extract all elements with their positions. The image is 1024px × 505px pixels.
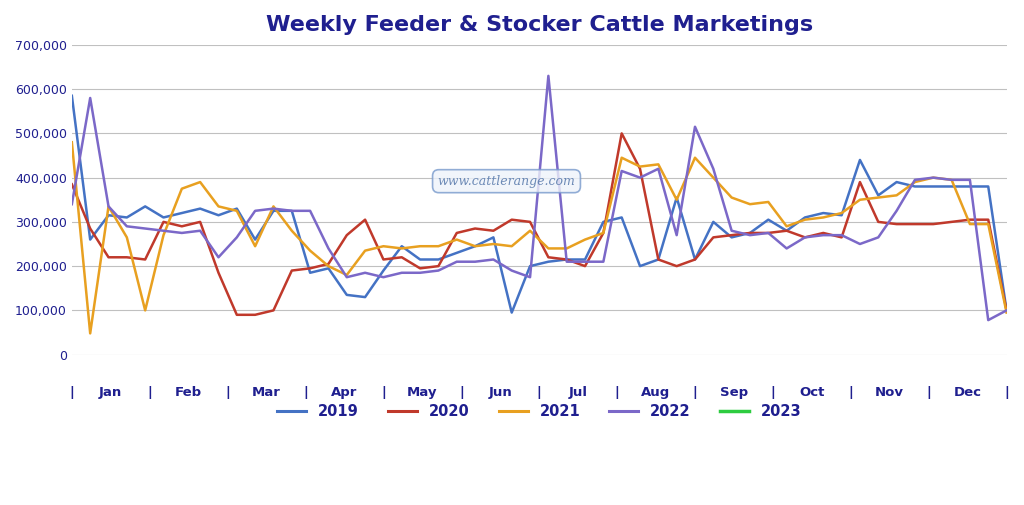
2020 [671, 263, 683, 269]
Title: Weekly Feeder & Stocker Cattle Marketings: Weekly Feeder & Stocker Cattle Marketing… [265, 15, 813, 35]
2019 [66, 93, 78, 99]
2021 [1000, 310, 1013, 316]
Text: Aug: Aug [641, 386, 671, 398]
Text: Feb: Feb [175, 386, 203, 398]
2022 [579, 259, 591, 265]
Text: Sep: Sep [720, 386, 749, 398]
2022 [689, 124, 701, 130]
Text: |: | [381, 386, 386, 398]
Text: |: | [692, 386, 697, 398]
Text: |: | [848, 386, 853, 398]
2021 [524, 228, 537, 234]
Text: |: | [1005, 386, 1009, 398]
2020 [230, 312, 243, 318]
Text: Jul: Jul [568, 386, 588, 398]
Text: |: | [770, 386, 775, 398]
Legend: 2019, 2020, 2021, 2022, 2023: 2019, 2020, 2021, 2022, 2023 [271, 398, 807, 425]
2022 [652, 166, 665, 172]
2022 [1000, 308, 1013, 314]
Text: |: | [927, 386, 931, 398]
2019 [945, 183, 957, 189]
Text: Jun: Jun [488, 386, 512, 398]
Text: |: | [537, 386, 542, 398]
2019 [689, 257, 701, 263]
2020 [579, 263, 591, 269]
2021 [945, 177, 957, 183]
2022 [395, 270, 408, 276]
2020 [524, 219, 537, 225]
2019 [524, 263, 537, 269]
Text: www.cattlerange.com: www.cattlerange.com [437, 175, 575, 188]
2020 [139, 257, 152, 263]
Text: |: | [225, 386, 230, 398]
Line: 2020: 2020 [72, 133, 1007, 315]
2021 [689, 155, 701, 161]
2022 [139, 226, 152, 232]
2019 [652, 257, 665, 263]
Text: |: | [614, 386, 620, 398]
Text: Mar: Mar [252, 386, 281, 398]
2022 [66, 201, 78, 207]
Line: 2021: 2021 [72, 142, 1007, 333]
2021 [84, 330, 96, 336]
2019 [506, 310, 518, 316]
2022 [982, 317, 994, 323]
Text: Oct: Oct [799, 386, 824, 398]
Text: May: May [408, 386, 437, 398]
2019 [1000, 308, 1013, 314]
Text: Nov: Nov [876, 386, 904, 398]
2020 [708, 234, 720, 240]
2020 [615, 130, 628, 136]
Text: |: | [459, 386, 464, 398]
2021 [158, 232, 170, 238]
Text: |: | [70, 386, 75, 398]
Text: Jan: Jan [99, 386, 123, 398]
2021 [414, 243, 426, 249]
Line: 2022: 2022 [72, 76, 1007, 320]
Text: Apr: Apr [332, 386, 357, 398]
Line: 2019: 2019 [72, 96, 1007, 313]
Text: |: | [303, 386, 308, 398]
2022 [543, 73, 555, 79]
2020 [414, 265, 426, 271]
2020 [1000, 308, 1013, 314]
2019 [139, 204, 152, 210]
2021 [66, 139, 78, 145]
2021 [652, 161, 665, 167]
Text: |: | [147, 386, 153, 398]
2022 [506, 268, 518, 274]
2020 [66, 181, 78, 187]
2019 [395, 243, 408, 249]
Text: Dec: Dec [953, 386, 982, 398]
